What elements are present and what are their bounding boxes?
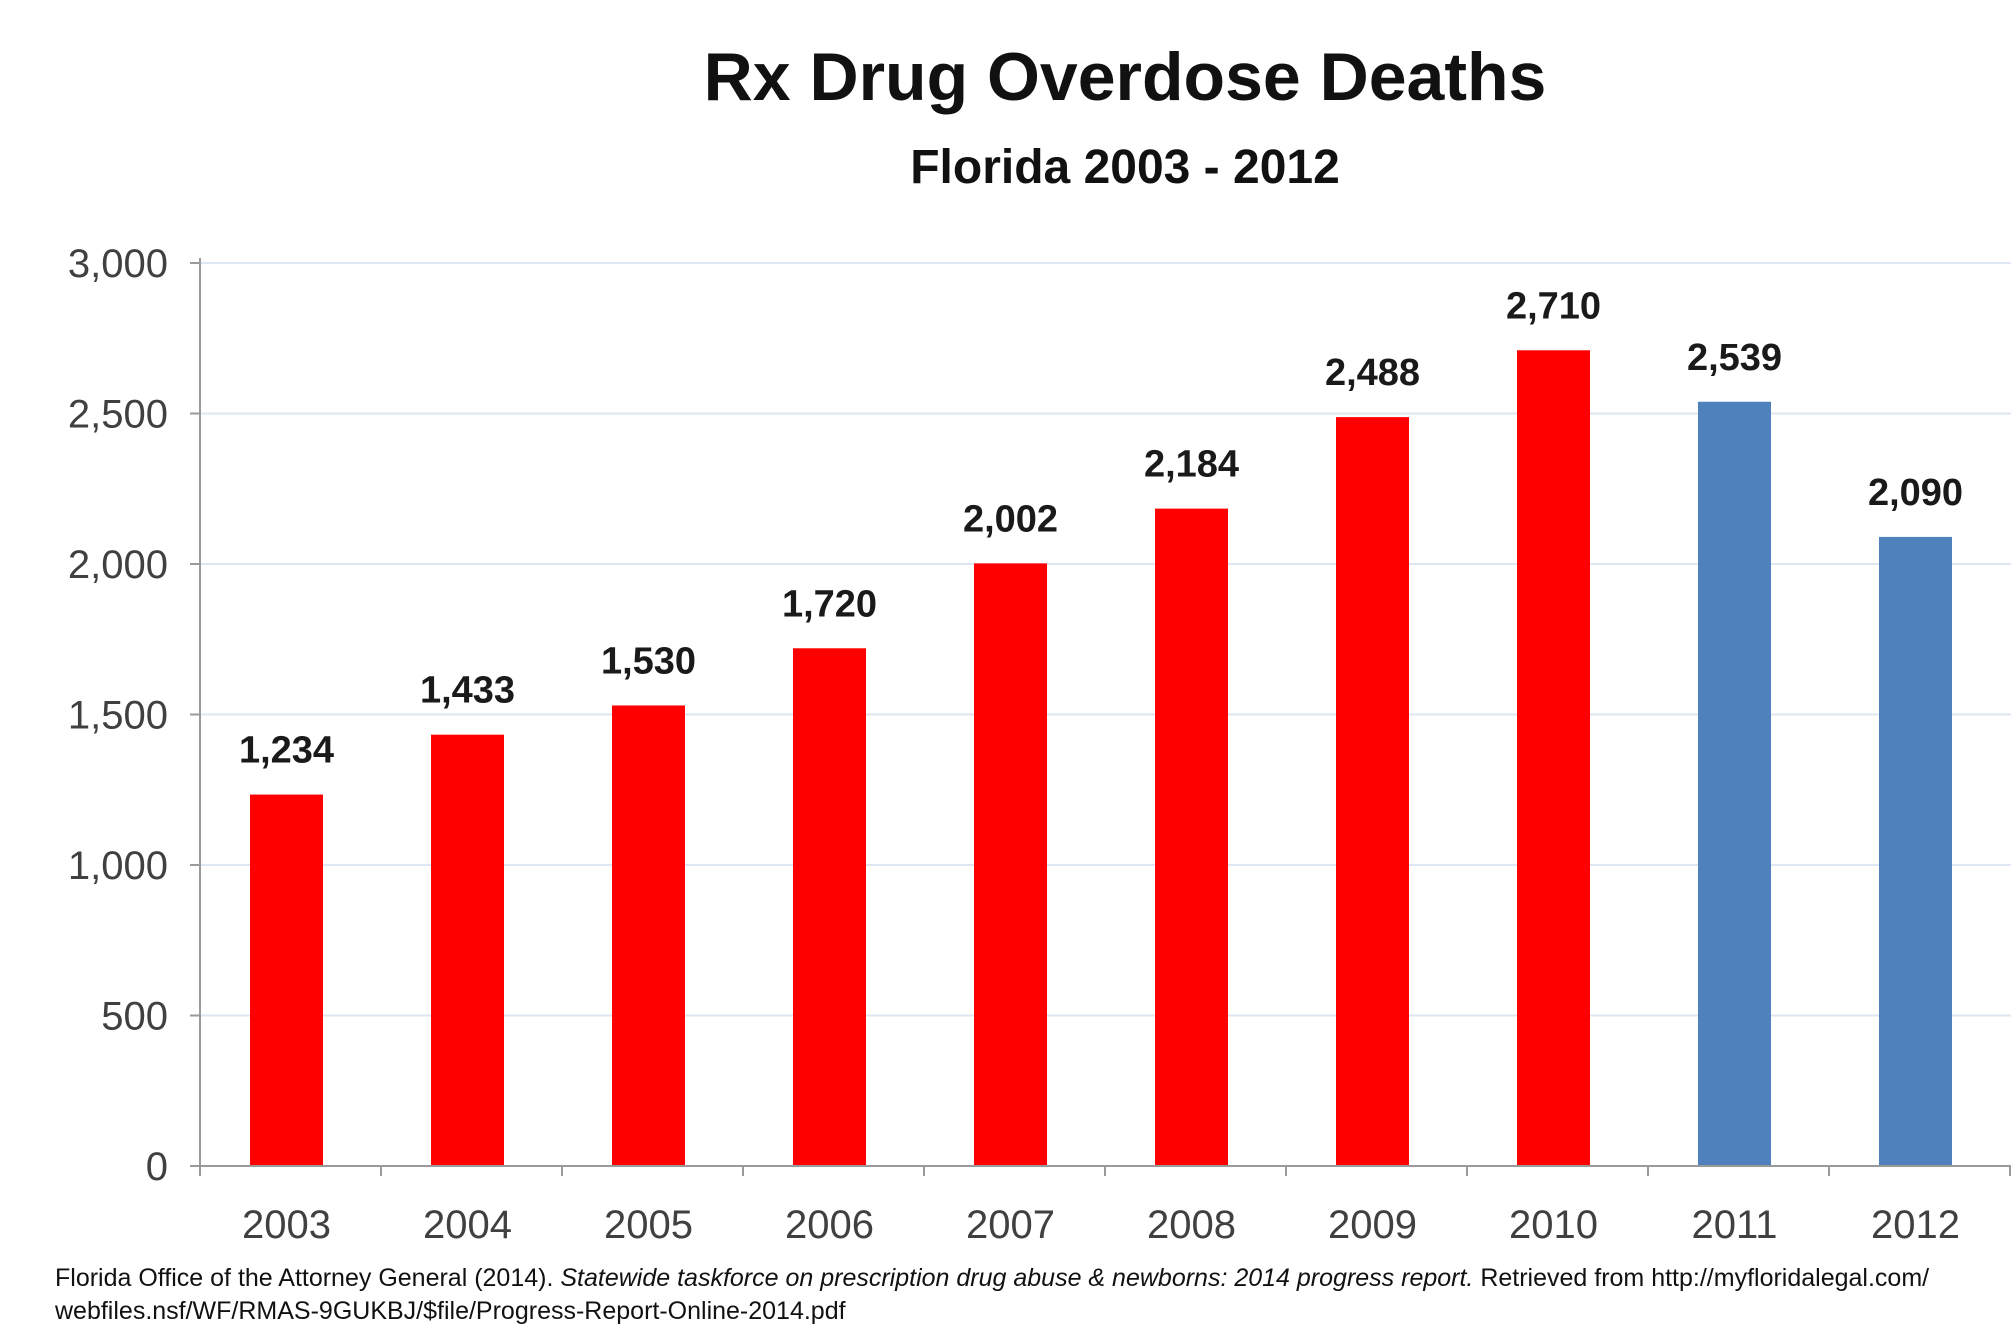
y-tick-label: 1,000 (68, 844, 168, 888)
bar-2007 (974, 563, 1047, 1166)
y-tick-label: 2,500 (68, 393, 168, 437)
data-label-2004: 1,433 (420, 670, 515, 712)
bar-2010 (1517, 350, 1590, 1166)
labels: 0 500 1,000 1,500 2,000 2,500 3,000 1,234 2003 1,… (68, 242, 1963, 1247)
x-tick-label-2004: 2004 (423, 1203, 512, 1247)
chart-title: Rx Drug Overdose Deaths (704, 39, 1547, 115)
citation-title: Statewide taskforce on prescription drug… (560, 1264, 1474, 1292)
data-label-2006: 1,720 (782, 583, 877, 625)
data-label-2009: 2,488 (1325, 352, 1420, 394)
chart-subtitle: Florida 2003 - 2012 (910, 141, 1340, 194)
data-label-2008: 2,184 (1144, 444, 1239, 486)
citation-author: Florida Office of the Attorney General (… (55, 1264, 561, 1292)
y-tick-label: 0 (146, 1145, 168, 1189)
y-tick-label: 2,000 (68, 543, 168, 587)
x-tick-label-2010: 2010 (1509, 1203, 1598, 1247)
citation-line-1: Florida Office of the Attorney General (… (55, 1262, 2011, 1295)
bar-2006 (793, 648, 866, 1166)
x-tick-label-2006: 2006 (785, 1203, 874, 1247)
x-tick-label-2003: 2003 (242, 1203, 331, 1247)
bar-2009 (1336, 417, 1409, 1166)
data-label-2007: 2,002 (963, 498, 1058, 540)
data-label-2003: 1,234 (239, 730, 334, 772)
data-label-2012: 2,090 (1868, 472, 1963, 514)
x-tick-label-2007: 2007 (966, 1203, 1055, 1247)
bar-2011 (1698, 401, 1771, 1166)
x-tick-label-2008: 2008 (1147, 1203, 1236, 1247)
bar-2003 (250, 794, 323, 1166)
x-tick-label-2009: 2009 (1328, 1203, 1417, 1247)
data-label-2005: 1,530 (601, 640, 696, 682)
bar-2005 (612, 705, 685, 1166)
x-tick-label-2012: 2012 (1871, 1203, 1960, 1247)
data-label-2011: 2,539 (1687, 337, 1782, 379)
axes (190, 258, 2011, 1176)
data-label-2010: 2,710 (1506, 285, 1601, 327)
bars (250, 350, 1952, 1167)
y-tick-label: 1,500 (68, 694, 168, 738)
bar-2004 (431, 734, 504, 1166)
x-tick-label-2005: 2005 (604, 1203, 693, 1247)
bar-2012 (1879, 536, 1952, 1166)
x-tick-label-2011: 2011 (1691, 1203, 1777, 1247)
citation-line-2: webfiles.nsf/WF/RMAS-9GUKBJ/$file/Progre… (55, 1297, 846, 1325)
citation-retrieved: Retrieved from http://myfloridalegal.com… (1473, 1264, 1930, 1292)
y-tick-label: 500 (101, 995, 168, 1039)
source-citation: Florida Office of the Attorney General (… (55, 1262, 2011, 1328)
y-tick-label: 3,000 (68, 242, 168, 286)
bar-2008 (1155, 508, 1228, 1167)
